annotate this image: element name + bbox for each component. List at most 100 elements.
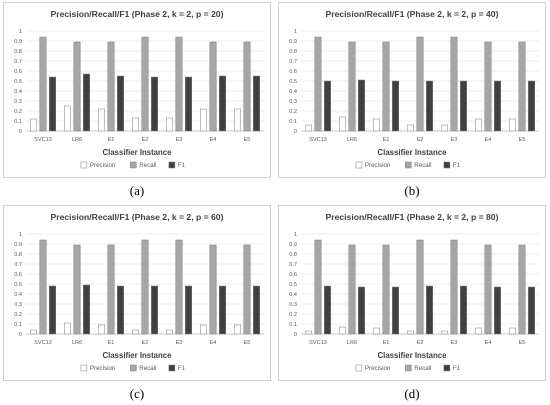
x-tick-label: E5 xyxy=(519,137,526,143)
bar-f1 xyxy=(83,73,91,132)
chart-frame: Precision/Recall/F1 (Phase 2, k = 2, p =… xyxy=(278,205,546,381)
legend-swatch-recall xyxy=(405,364,412,372)
y-tick-label: 0.4 xyxy=(289,89,297,95)
bar-recall xyxy=(416,36,424,132)
bar-recall xyxy=(416,239,424,335)
bar-recall xyxy=(209,41,217,132)
bar-f1 xyxy=(219,285,226,335)
legend-label-precision: Precision xyxy=(365,162,391,169)
bar-chart-svg: Precision/Recall/F1 (Phase 2, k = 2, p =… xyxy=(289,9,539,169)
bar-f1 xyxy=(117,285,125,335)
y-tick-label: 0.5 xyxy=(289,79,297,85)
bar-f1 xyxy=(117,75,125,132)
x-tick-label: LR6 xyxy=(347,340,357,346)
chart-panel-d: Precision/Recall/F1 (Phase 2, k = 2, p =… xyxy=(278,205,546,403)
x-tick-label: LR6 xyxy=(72,137,82,143)
y-tick-label: 1 xyxy=(294,232,297,238)
chart-panel-b: Precision/Recall/F1 (Phase 2, k = 2, p =… xyxy=(278,2,546,200)
x-tick-label: E2 xyxy=(142,137,149,143)
chart-title: Precision/Recall/F1 (Phase 2, k = 2, p =… xyxy=(51,212,224,222)
bar-precision xyxy=(234,324,241,335)
bar-precision xyxy=(30,329,37,335)
bar-recall xyxy=(484,41,492,132)
bar-f1 xyxy=(49,285,57,335)
legend-swatch-recall xyxy=(405,161,412,169)
bar-precision xyxy=(166,117,173,132)
bar-f1 xyxy=(185,285,192,335)
bar-precision xyxy=(339,116,346,132)
bar-f1 xyxy=(324,285,332,335)
y-tick-label: 0.4 xyxy=(14,89,22,95)
x-tick-label: LR6 xyxy=(72,340,82,346)
bar-recall xyxy=(141,239,149,335)
x-tick-label: SVC13 xyxy=(309,340,327,346)
y-tick-label: 0.3 xyxy=(289,302,297,308)
x-tick-label: E2 xyxy=(142,340,149,346)
y-tick-label: 0.6 xyxy=(289,69,297,75)
x-axis-label: Classifier Instance xyxy=(103,351,173,360)
chart-panel-a: Precision/Recall/F1 (Phase 2, k = 2, p =… xyxy=(3,2,271,200)
bar-recall xyxy=(209,244,217,335)
y-tick-label: 0.2 xyxy=(14,312,22,318)
bar-precision xyxy=(64,322,71,335)
legend-swatch-recall xyxy=(130,364,137,372)
bar-f1 xyxy=(426,285,433,335)
x-axis-label: Classifier Instance xyxy=(378,148,448,157)
legend-label-recall: Recall xyxy=(139,365,156,372)
bar-precision xyxy=(407,124,414,132)
chart-frame: Precision/Recall/F1 (Phase 2, k = 2, p =… xyxy=(278,2,546,178)
x-axis-label: Classifier Instance xyxy=(378,351,448,360)
bar-precision xyxy=(305,330,312,335)
bar-precision xyxy=(441,330,448,335)
legend-swatch-precision xyxy=(80,364,88,372)
bar-f1 xyxy=(528,80,535,132)
legend-swatch-f1 xyxy=(443,161,451,169)
bar-f1 xyxy=(151,76,158,132)
bar-recall xyxy=(107,41,115,132)
y-tick-label: 0.8 xyxy=(289,49,297,55)
legend-label-precision: Precision xyxy=(90,365,116,372)
bar-precision xyxy=(132,117,139,132)
y-tick-label: 0.6 xyxy=(289,272,297,278)
chart-title: Precision/Recall/F1 (Phase 2, k = 2, p =… xyxy=(326,212,499,222)
bar-precision xyxy=(441,124,448,132)
bar-chart-svg: Precision/Recall/F1 (Phase 2, k = 2, p =… xyxy=(14,9,264,169)
legend-label-f1: F1 xyxy=(453,365,461,372)
chart-title: Precision/Recall/F1 (Phase 2, k = 2, p =… xyxy=(51,9,224,19)
bar-recall xyxy=(175,36,183,132)
legend-label-recall: Recall xyxy=(414,162,431,169)
chart-panel-c: Precision/Recall/F1 (Phase 2, k = 2, p =… xyxy=(3,205,271,403)
y-tick-label: 0.1 xyxy=(289,119,297,125)
legend-swatch-f1 xyxy=(168,161,176,169)
bar-precision xyxy=(200,108,207,132)
bar-precision xyxy=(166,329,173,335)
x-tick-label: E3 xyxy=(176,340,183,346)
bar-f1 xyxy=(185,76,192,132)
bar-recall xyxy=(243,244,251,335)
y-tick-label: 0.7 xyxy=(289,59,297,65)
bar-recall xyxy=(107,244,115,335)
x-tick-label: SVC13 xyxy=(34,137,52,143)
bar-recall xyxy=(382,244,390,335)
bar-recall xyxy=(39,36,47,132)
chart-frame: Precision/Recall/F1 (Phase 2, k = 2, p =… xyxy=(3,2,271,178)
bar-recall xyxy=(314,239,322,335)
x-tick-label: E3 xyxy=(176,137,183,143)
bar-precision xyxy=(30,118,37,132)
bar-precision xyxy=(509,118,516,132)
y-tick-label: 0.6 xyxy=(14,272,22,278)
bar-recall xyxy=(382,41,390,132)
bar-recall xyxy=(450,36,458,132)
bar-f1 xyxy=(494,286,501,335)
y-tick-label: 0.3 xyxy=(14,99,22,105)
y-tick-label: 0.1 xyxy=(14,119,22,125)
bar-f1 xyxy=(494,80,501,132)
y-tick-label: 0.3 xyxy=(14,302,22,308)
panel-label: (a) xyxy=(129,183,145,198)
x-tick-label: E5 xyxy=(244,340,251,346)
x-tick-label: E5 xyxy=(244,137,251,143)
legend-swatch-f1 xyxy=(443,364,451,372)
bar-precision xyxy=(64,105,71,132)
bar-precision xyxy=(98,108,105,132)
